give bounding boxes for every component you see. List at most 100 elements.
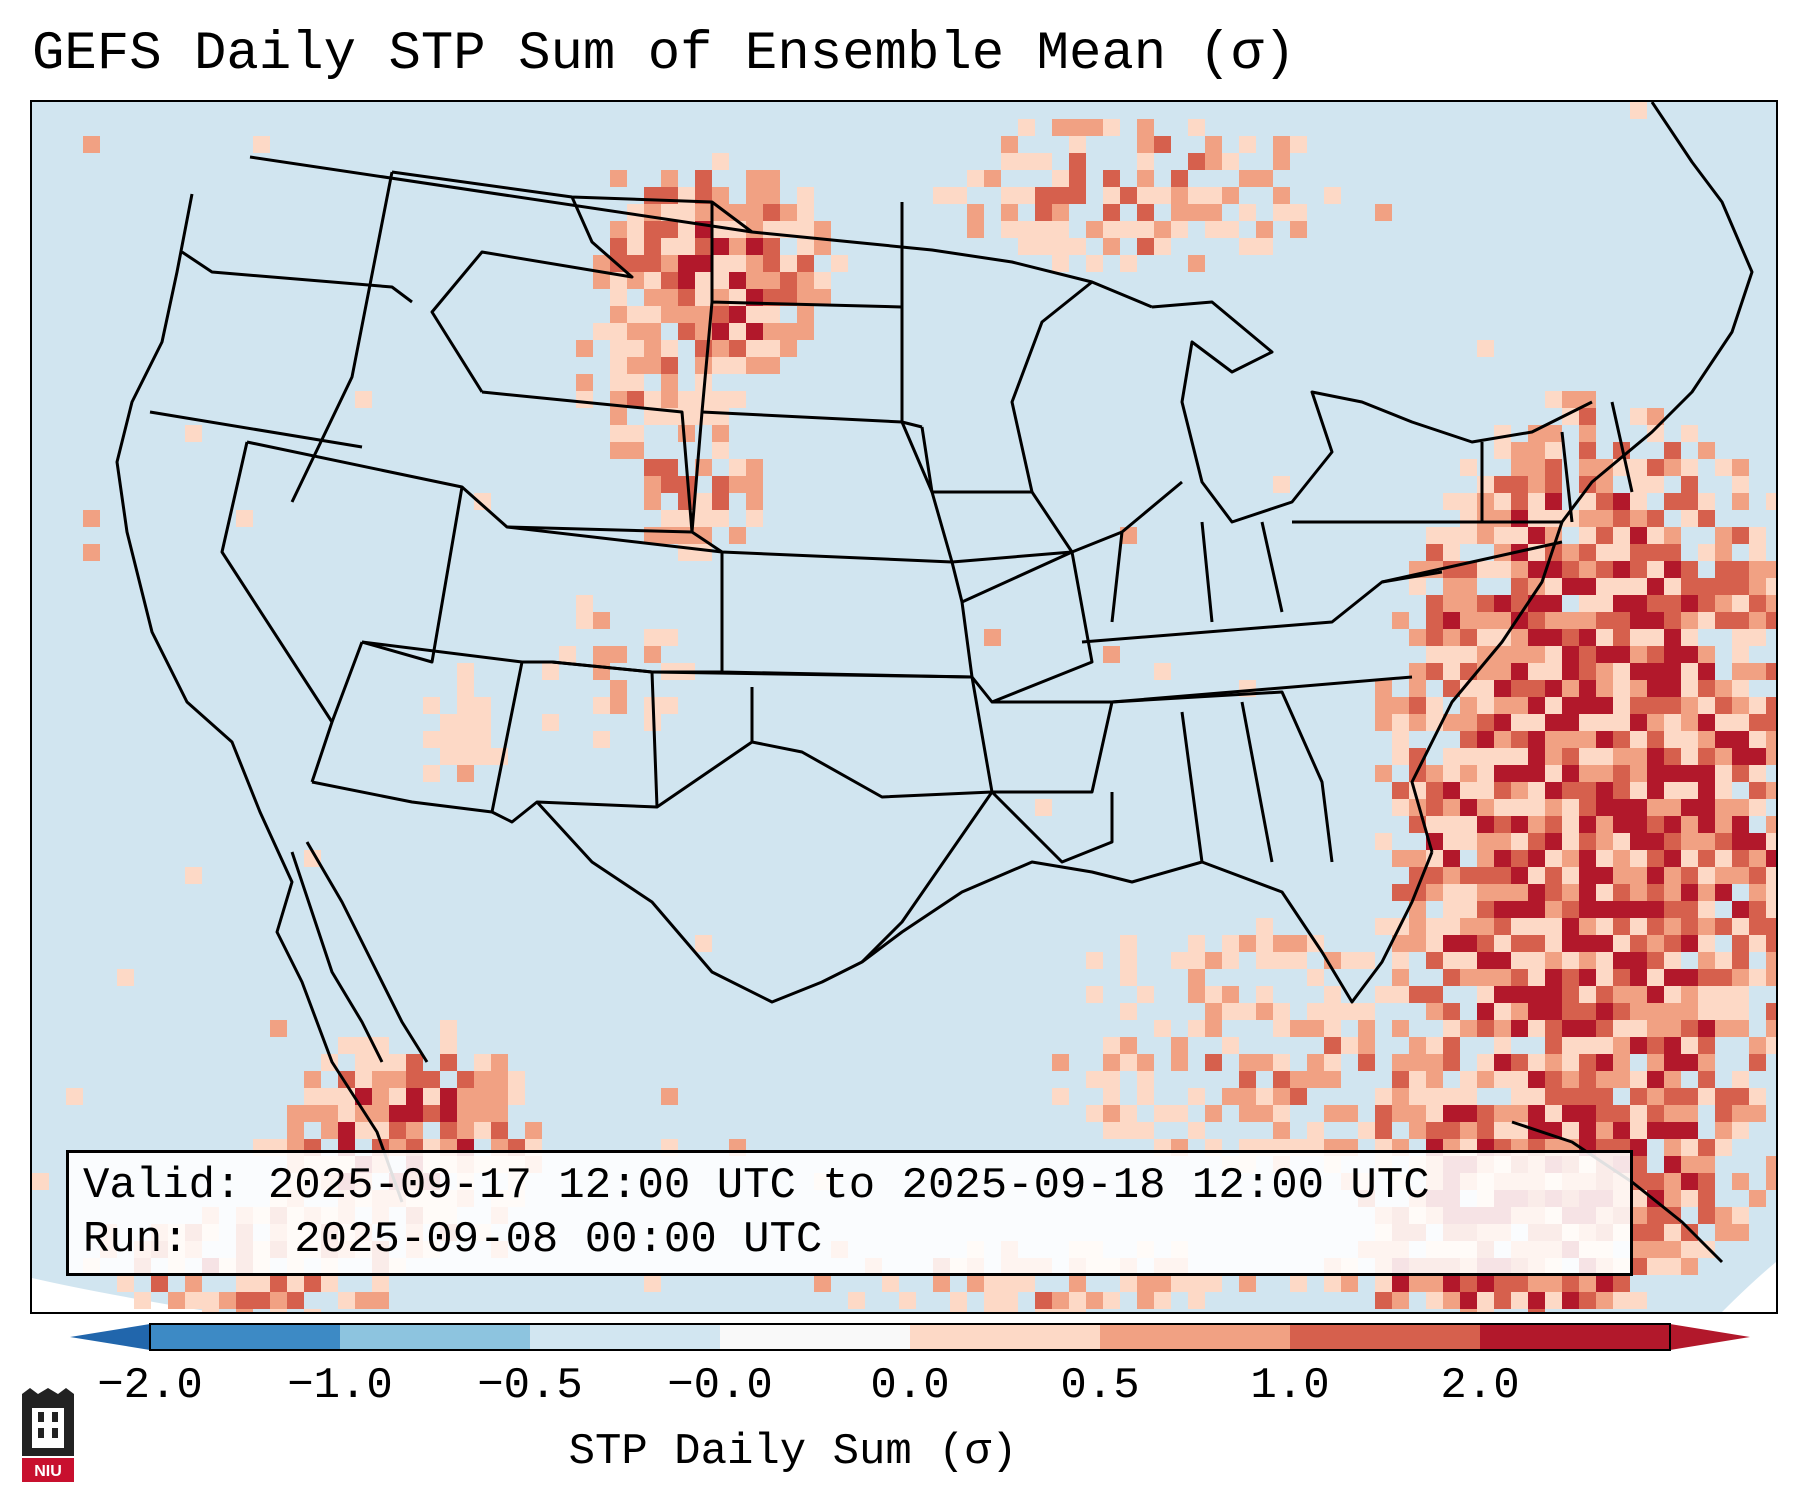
anomaly-cell xyxy=(1409,680,1426,697)
anomaly-cell xyxy=(1426,799,1443,816)
anomaly-cell xyxy=(1511,833,1528,850)
anomaly-cell xyxy=(1715,816,1732,833)
anomaly-cell xyxy=(1630,1173,1647,1190)
anomaly-cell xyxy=(1375,918,1392,935)
anomaly-cell xyxy=(712,408,729,425)
anomaly-cell xyxy=(712,255,729,272)
northeast-borders xyxy=(1362,401,1634,584)
anomaly-cell xyxy=(1290,1088,1307,1105)
colorbar-segment xyxy=(150,1324,341,1350)
anomaly-cell xyxy=(1375,697,1392,714)
anomaly-cell xyxy=(1715,850,1732,867)
anomaly-cell xyxy=(1647,663,1664,680)
anomaly-cell xyxy=(661,1088,678,1105)
anomaly-cell xyxy=(1443,663,1460,680)
anomaly-cell xyxy=(1579,595,1596,612)
anomaly-cell xyxy=(1188,1275,1205,1292)
anomaly-cell xyxy=(1715,612,1732,629)
anomaly-cell xyxy=(1664,612,1681,629)
anomaly-cell xyxy=(1698,969,1715,986)
anomaly-cell xyxy=(1596,1054,1613,1071)
anomaly-cell xyxy=(1494,833,1511,850)
baja-coastline xyxy=(290,841,429,1063)
anomaly-cell xyxy=(1749,697,1766,714)
anomaly-cell xyxy=(1392,731,1409,748)
anomaly-cell xyxy=(644,408,661,425)
anomaly-cell xyxy=(610,442,627,459)
anomaly-cell xyxy=(1579,884,1596,901)
anomaly-cell xyxy=(1596,850,1613,867)
anomaly-cell xyxy=(1120,1275,1137,1292)
anomaly-cell xyxy=(1681,629,1698,646)
anomaly-cell xyxy=(1647,408,1664,425)
anomaly-cell xyxy=(440,1105,457,1122)
anomaly-cell xyxy=(1647,969,1664,986)
anomaly-cell xyxy=(1137,153,1154,170)
anomaly-cell xyxy=(1086,221,1103,238)
great-lakes-outline xyxy=(1151,300,1593,524)
anomaly-cell xyxy=(593,323,610,340)
anomaly-cell xyxy=(763,170,780,187)
anomaly-cell xyxy=(1579,408,1596,425)
anomaly-cell xyxy=(1715,1020,1732,1037)
anomaly-cell xyxy=(1766,918,1776,935)
anomaly-cell xyxy=(1460,935,1477,952)
anomaly-cell xyxy=(1239,1105,1256,1122)
anomaly-cell xyxy=(1664,527,1681,544)
anomaly-cell xyxy=(627,221,644,238)
anomaly-cell xyxy=(712,153,729,170)
anomaly-cell xyxy=(1239,204,1256,221)
anomaly-cell xyxy=(610,357,627,374)
anomaly-cell xyxy=(1052,1088,1069,1105)
anomaly-cell xyxy=(1392,850,1409,867)
anomaly-cell xyxy=(1715,714,1732,731)
anomaly-cell xyxy=(440,1020,457,1037)
anomaly-cell xyxy=(1613,731,1630,748)
anomaly-cell xyxy=(1579,748,1596,765)
anomaly-cell xyxy=(1460,748,1477,765)
anomaly-cell xyxy=(1681,561,1698,578)
anomaly-cell xyxy=(1511,935,1528,952)
anomaly-cell xyxy=(372,1088,389,1105)
anomaly-cell xyxy=(1443,748,1460,765)
anomaly-cell xyxy=(1494,663,1511,680)
anomaly-cell xyxy=(593,731,610,748)
anomaly-cell xyxy=(1715,527,1732,544)
anomaly-cell xyxy=(1562,1122,1579,1139)
anomaly-cell xyxy=(1052,255,1069,272)
anomaly-cell xyxy=(1528,782,1545,799)
anomaly-cell xyxy=(1494,680,1511,697)
anomaly-cell xyxy=(1511,884,1528,901)
anomaly-cell xyxy=(644,493,661,510)
anomaly-cell xyxy=(678,425,695,442)
anomaly-cell xyxy=(83,544,100,561)
anomaly-cell xyxy=(610,697,627,714)
anomaly-cell xyxy=(474,731,491,748)
anomaly-cell xyxy=(1477,884,1494,901)
niu-logo-icon: NIU xyxy=(22,1388,74,1482)
anomaly-cell xyxy=(627,391,644,408)
anomaly-cell xyxy=(1732,612,1749,629)
anomaly-cell xyxy=(661,476,678,493)
anomaly-cell xyxy=(1681,1156,1698,1173)
anomaly-cell xyxy=(1664,1003,1681,1020)
anomaly-cell xyxy=(1630,918,1647,935)
anomaly-cell xyxy=(1103,1292,1120,1309)
anomaly-cell xyxy=(1460,578,1477,595)
anomaly-cell xyxy=(1273,476,1290,493)
anomaly-cell xyxy=(1375,765,1392,782)
anomaly-cell xyxy=(1749,884,1766,901)
anomaly-cell xyxy=(1443,1020,1460,1037)
anomaly-cell xyxy=(1171,204,1188,221)
anomaly-cell xyxy=(1596,1292,1613,1309)
anomaly-cell xyxy=(661,238,678,255)
anomaly-cell xyxy=(457,1105,474,1122)
anomaly-cell xyxy=(1545,663,1562,680)
anomaly-cell xyxy=(525,1122,542,1139)
anomaly-cell xyxy=(83,510,100,527)
anomaly-cell xyxy=(1647,1122,1664,1139)
valid-value: 2025-09-17 12:00 UTC to 2025-09-18 12:00… xyxy=(267,1161,1430,1211)
anomaly-cell xyxy=(1511,918,1528,935)
anomaly-cell xyxy=(1647,901,1664,918)
stp-anomaly-shading xyxy=(32,102,1776,1312)
